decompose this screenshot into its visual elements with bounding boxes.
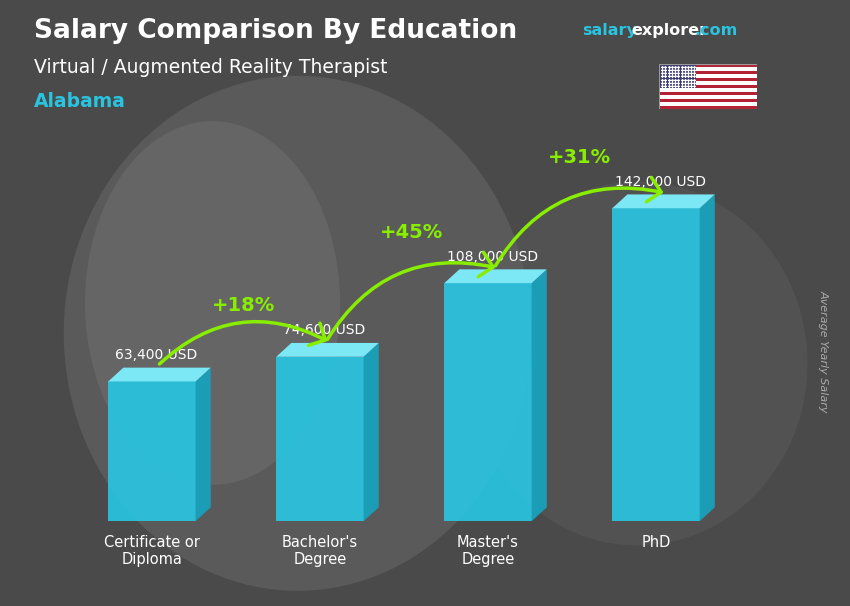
Polygon shape xyxy=(612,208,700,521)
Bar xyxy=(659,99,756,102)
Ellipse shape xyxy=(468,182,808,545)
Bar xyxy=(659,95,756,99)
Bar xyxy=(659,67,756,71)
Text: Virtual / Augmented Reality Therapist: Virtual / Augmented Reality Therapist xyxy=(34,58,388,76)
Bar xyxy=(659,92,756,95)
Bar xyxy=(659,64,756,67)
Polygon shape xyxy=(612,195,715,208)
Polygon shape xyxy=(108,368,211,381)
Bar xyxy=(659,102,756,105)
Bar xyxy=(659,81,756,85)
Polygon shape xyxy=(276,357,364,521)
FancyArrowPatch shape xyxy=(496,178,661,265)
Text: 108,000 USD: 108,000 USD xyxy=(447,250,538,264)
Text: 63,400 USD: 63,400 USD xyxy=(116,348,197,362)
Text: Average Yearly Salary: Average Yearly Salary xyxy=(819,290,829,413)
Polygon shape xyxy=(276,343,379,357)
Text: +45%: +45% xyxy=(380,222,443,242)
FancyArrowPatch shape xyxy=(327,252,493,339)
Polygon shape xyxy=(531,269,547,521)
Text: +31%: +31% xyxy=(548,148,611,167)
Polygon shape xyxy=(445,283,531,521)
Ellipse shape xyxy=(64,76,531,591)
Text: 74,600 USD: 74,600 USD xyxy=(283,324,366,338)
Polygon shape xyxy=(364,343,379,521)
FancyArrowPatch shape xyxy=(160,322,326,364)
Bar xyxy=(659,78,756,81)
Polygon shape xyxy=(445,269,547,283)
Text: explorer: explorer xyxy=(632,23,708,38)
Text: Alabama: Alabama xyxy=(34,92,126,111)
Bar xyxy=(659,88,756,92)
Ellipse shape xyxy=(85,121,340,485)
Bar xyxy=(659,85,756,88)
Polygon shape xyxy=(108,381,196,521)
Polygon shape xyxy=(196,368,211,521)
Text: Salary Comparison By Education: Salary Comparison By Education xyxy=(34,18,517,44)
Text: salary: salary xyxy=(582,23,638,38)
Bar xyxy=(659,74,756,78)
Bar xyxy=(659,64,696,88)
Bar xyxy=(659,105,756,109)
Text: +18%: +18% xyxy=(212,296,275,315)
Text: .com: .com xyxy=(694,23,738,38)
Text: 142,000 USD: 142,000 USD xyxy=(615,175,706,189)
Polygon shape xyxy=(700,195,715,521)
Bar xyxy=(659,71,756,74)
